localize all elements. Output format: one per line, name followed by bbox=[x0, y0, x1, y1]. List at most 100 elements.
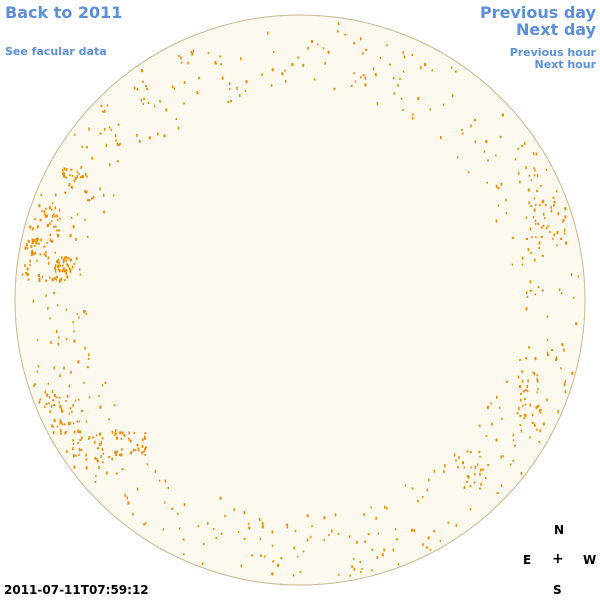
facula-point bbox=[344, 33, 347, 36]
facula-point bbox=[29, 259, 31, 263]
facula-point bbox=[70, 168, 73, 171]
facula-point bbox=[535, 222, 537, 225]
facula-point bbox=[529, 403, 531, 407]
facula-point bbox=[171, 507, 174, 510]
facula-point bbox=[53, 366, 55, 370]
previous-day-link[interactable]: Previous day bbox=[479, 3, 596, 22]
facula-point bbox=[535, 236, 537, 239]
facula-point bbox=[377, 532, 379, 535]
facula-point bbox=[536, 391, 538, 394]
facula-point bbox=[526, 390, 529, 393]
facula-point bbox=[143, 523, 146, 526]
facula-point bbox=[62, 258, 65, 262]
facula-point bbox=[360, 76, 362, 79]
facula-point bbox=[352, 557, 355, 560]
facula-point bbox=[546, 338, 549, 341]
facula-point bbox=[121, 431, 124, 435]
facula-point bbox=[58, 229, 60, 232]
facula-point bbox=[299, 570, 301, 573]
facula-point bbox=[119, 142, 121, 145]
facula-point bbox=[534, 169, 536, 172]
facula-point bbox=[416, 500, 419, 503]
facula-point bbox=[526, 385, 529, 388]
facula-point bbox=[314, 78, 316, 81]
facula-point bbox=[109, 163, 111, 167]
facula-point bbox=[114, 451, 117, 455]
facula-point bbox=[474, 465, 477, 469]
facula-point bbox=[563, 232, 566, 235]
facula-point bbox=[187, 61, 189, 65]
back-to-year-link[interactable]: Back to 2011 bbox=[5, 3, 123, 22]
facula-point bbox=[80, 176, 82, 179]
facula-point bbox=[260, 73, 263, 76]
facula-point bbox=[271, 544, 274, 547]
facula-point bbox=[526, 238, 528, 240]
facula-point bbox=[54, 215, 56, 218]
facula-point bbox=[180, 61, 183, 64]
facula-point bbox=[119, 454, 122, 456]
facula-point bbox=[87, 357, 90, 360]
facula-point bbox=[348, 535, 351, 539]
facula-point bbox=[496, 395, 498, 399]
facula-point bbox=[521, 263, 524, 266]
facula-point bbox=[119, 431, 122, 435]
facula-point bbox=[53, 393, 56, 397]
facula-point bbox=[100, 104, 103, 107]
facula-point bbox=[536, 428, 538, 431]
facula-point bbox=[72, 439, 75, 442]
facula-point bbox=[518, 407, 520, 410]
next-hour-link[interactable]: Next hour bbox=[534, 58, 597, 71]
facula-point bbox=[101, 437, 104, 440]
facula-point bbox=[75, 454, 77, 457]
facula-point bbox=[538, 286, 540, 288]
facula-point bbox=[443, 103, 445, 106]
facula-point bbox=[67, 264, 70, 268]
facula-point bbox=[538, 241, 541, 245]
facula-point bbox=[70, 370, 72, 374]
facula-point bbox=[87, 199, 90, 201]
facula-point bbox=[519, 424, 521, 426]
facula-point bbox=[98, 394, 100, 397]
facula-point bbox=[433, 530, 436, 533]
facula-point bbox=[49, 222, 51, 226]
facula-point bbox=[104, 109, 106, 113]
facula-point bbox=[236, 86, 238, 90]
facula-point bbox=[565, 241, 567, 245]
previous-hour-link[interactable]: Previous hour bbox=[509, 46, 596, 59]
facula-point bbox=[49, 410, 51, 414]
facula-point bbox=[116, 160, 119, 163]
facula-point bbox=[276, 563, 279, 567]
next-day-link[interactable]: Next day bbox=[516, 20, 596, 39]
facula-point bbox=[542, 199, 545, 203]
facular-data-link[interactable]: See facular data bbox=[5, 45, 107, 58]
facula-point bbox=[336, 30, 339, 33]
facula-point bbox=[79, 439, 82, 441]
facula-point bbox=[96, 434, 98, 437]
facula-point bbox=[85, 458, 88, 461]
facula-point bbox=[192, 49, 194, 53]
facula-point bbox=[427, 536, 430, 540]
facula-point bbox=[76, 175, 79, 179]
facula-point bbox=[500, 182, 502, 186]
facula-point bbox=[146, 87, 149, 90]
facula-point bbox=[473, 473, 476, 476]
facula-point bbox=[62, 172, 64, 176]
facula-point bbox=[47, 382, 50, 385]
facula-point bbox=[233, 508, 235, 512]
facula-point bbox=[32, 227, 34, 230]
facula-point bbox=[65, 308, 67, 311]
facula-point bbox=[261, 525, 264, 529]
facula-point bbox=[144, 432, 147, 435]
facula-point bbox=[34, 252, 37, 254]
facula-point bbox=[134, 449, 137, 452]
facula-point bbox=[371, 548, 374, 551]
facula-point bbox=[311, 40, 313, 43]
facula-point bbox=[121, 468, 124, 471]
facula-point bbox=[65, 271, 67, 275]
facula-point bbox=[524, 141, 526, 145]
facula-point bbox=[60, 432, 62, 435]
facula-point bbox=[56, 425, 59, 428]
facula-point bbox=[495, 154, 497, 157]
facula-point bbox=[495, 219, 498, 223]
facula-point bbox=[51, 214, 54, 218]
